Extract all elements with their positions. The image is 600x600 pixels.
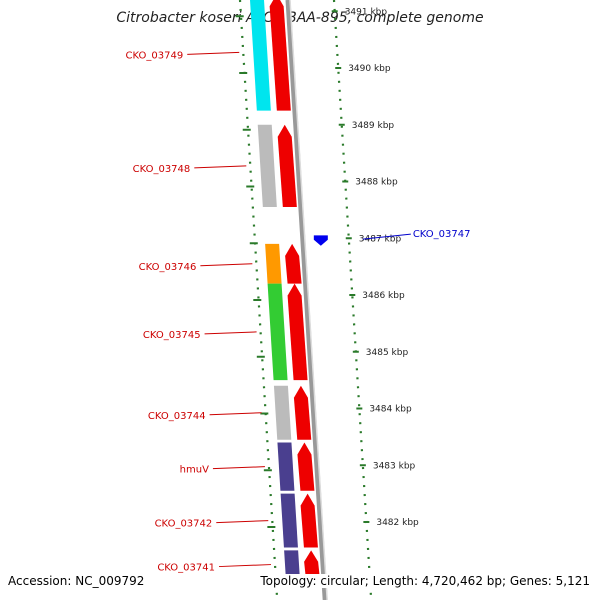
cds-arrow: [285, 243, 302, 284]
cog-bar: [280, 493, 298, 548]
cds-arrow: [304, 550, 320, 579]
tick-label: 3486 kbp: [362, 291, 405, 301]
scale-ticks: 3491 kbp 3490 kbp 3489 kbp 3488 kbp 3487 kbp…: [235, 7, 419, 528]
cog-bar: [273, 385, 292, 440]
cds-arrow: [277, 124, 297, 208]
gene-label: CKO_03744: [148, 411, 206, 422]
gene-label-leader: [194, 165, 247, 169]
tick-label: 3482 kbp: [376, 518, 419, 528]
gene-label-leader: [209, 412, 262, 416]
tick-label: 3483 kbp: [373, 461, 416, 471]
gene-label-leader: [216, 520, 269, 524]
tick-label: 3490 kbp: [348, 64, 391, 74]
gene-label: CKO_03749: [126, 50, 184, 61]
gene-label: CKO_03741: [157, 563, 215, 574]
topology-info-text: Topology: circular; Length: 4,720,462 bp…: [260, 574, 590, 588]
gene-label-leader: [212, 466, 265, 470]
tick-label: 3487 kbp: [359, 234, 402, 244]
cds-arrow: [293, 385, 312, 440]
backbone-line: [285, 0, 328, 600]
cog-bar: [250, 0, 271, 111]
gene-labels: CKO_03749 CKO_03748 CKO_03747 CKO_03746 CKO_…: [126, 50, 471, 573]
outer-dotted-circle: [332, 0, 373, 600]
tick-label: 3485 kbp: [366, 348, 409, 358]
accession-text: Accession: NC_009792: [8, 574, 145, 588]
cds-arrow: [300, 493, 318, 548]
reverse-cds-marker: [313, 235, 328, 246]
cog-bar: [284, 550, 300, 579]
gene-label: CKO_03746: [139, 262, 197, 273]
cds-arrow: [287, 283, 308, 381]
gene-label: CKO_03745: [143, 330, 201, 341]
gene-label-leader: [362, 233, 411, 240]
cds-arrow: [297, 442, 315, 491]
gene-label: CKO_03748: [133, 164, 191, 175]
gene-label-leader: [204, 331, 257, 335]
cog-bar: [265, 243, 282, 284]
gene-label: CKO_03742: [155, 519, 213, 530]
gc-skew-dotted-circles: [238, 0, 373, 600]
map-title: Citrobacter koseri ATCC BAA-895, complet…: [116, 10, 484, 26]
tick-label: 3491 kbp: [345, 7, 388, 17]
gene-label-leader: [187, 51, 240, 55]
tick-label: 3484 kbp: [369, 405, 412, 415]
cog-bar: [267, 283, 288, 381]
inner-dotted-circle: [238, 0, 279, 600]
backbone-track: [285, 0, 328, 600]
gene-label-leader: [218, 564, 272, 568]
cds-track: [269, 0, 328, 579]
gene-label-leader: [200, 263, 253, 267]
cog-track: [250, 0, 300, 579]
backbone-highlight: [289, 0, 328, 600]
tick-label: 3488 kbp: [355, 178, 398, 188]
gene-label: hmuV: [180, 465, 209, 476]
cog-bar: [277, 442, 295, 491]
tick-label: 3489 kbp: [352, 121, 395, 131]
cds-arrow: [269, 0, 291, 111]
gene-label: CKO_03747: [413, 229, 471, 240]
cog-bar: [257, 124, 277, 208]
